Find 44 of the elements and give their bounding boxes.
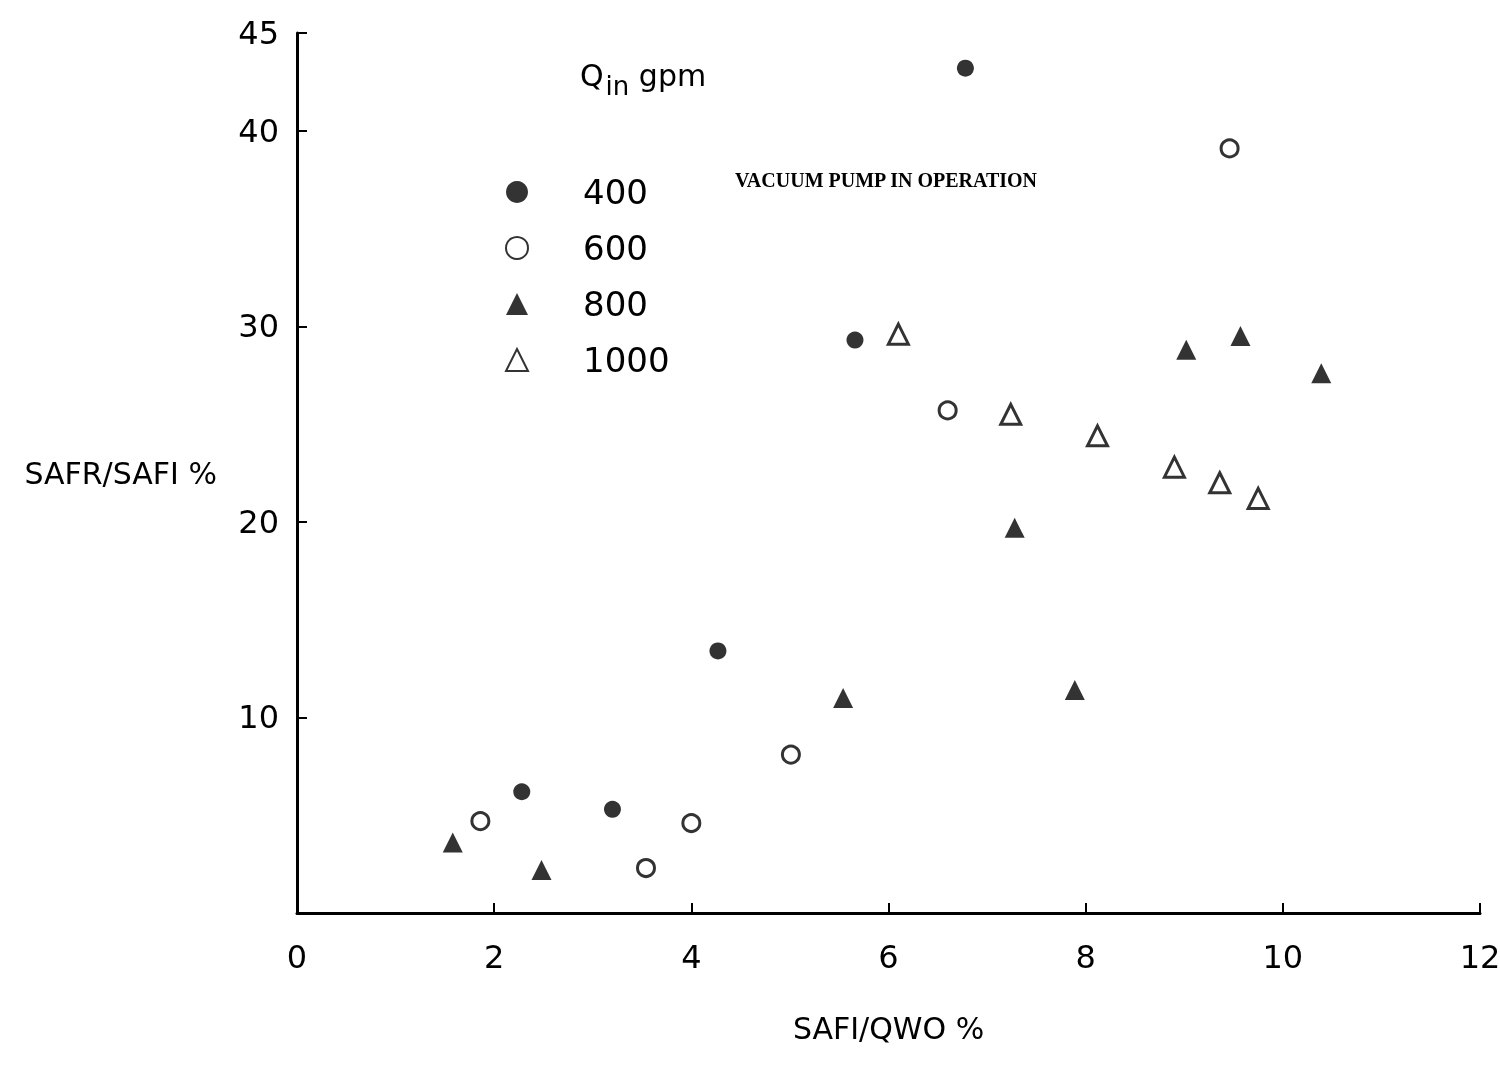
x-tick-label: 0	[286, 938, 308, 976]
y-tick-label: 10	[238, 698, 279, 737]
legend-label: 1000	[583, 340, 670, 380]
point	[937, 400, 958, 421]
x-tick-label: 4	[681, 938, 702, 976]
point	[1311, 363, 1332, 384]
point	[1004, 517, 1025, 538]
legend-label: 800	[583, 284, 648, 324]
x-axis-title: SAFI/QWO %	[792, 1010, 985, 1046]
y-axis-title: SAFR/SAFI %	[24, 455, 217, 491]
point	[1208, 471, 1232, 495]
point	[1219, 138, 1240, 159]
x-tick-label: 2	[483, 938, 505, 976]
y-tick-label: 20	[238, 502, 279, 541]
point	[636, 858, 656, 879]
point	[886, 320, 911, 346]
point	[681, 813, 702, 834]
y-tick-label: 40	[238, 111, 279, 150]
point	[709, 642, 727, 660]
point	[470, 811, 491, 832]
x-tick-label: 10	[1262, 938, 1304, 976]
point	[1086, 424, 1109, 448]
annotation: VACUUM PUMP IN OPERATION	[735, 169, 1038, 191]
point	[833, 687, 854, 708]
legend-label: 600	[583, 228, 648, 268]
x-tick-label: 6	[878, 938, 899, 976]
x-tick-label: 12	[1459, 938, 1500, 976]
point	[513, 783, 531, 801]
y-tick-label: 45	[238, 14, 279, 52]
point	[531, 859, 552, 880]
point	[442, 832, 463, 853]
point	[1246, 486, 1270, 510]
x-tick-label: 8	[1075, 938, 1096, 976]
point	[1176, 339, 1197, 360]
point	[780, 744, 801, 765]
point	[956, 59, 974, 77]
legend-label: 400	[583, 172, 648, 212]
point	[999, 402, 1023, 426]
point	[846, 331, 864, 349]
point	[1230, 326, 1251, 347]
point	[603, 800, 621, 818]
point	[1064, 680, 1085, 701]
y-tick-label: 30	[238, 307, 279, 346]
point	[1162, 453, 1187, 479]
